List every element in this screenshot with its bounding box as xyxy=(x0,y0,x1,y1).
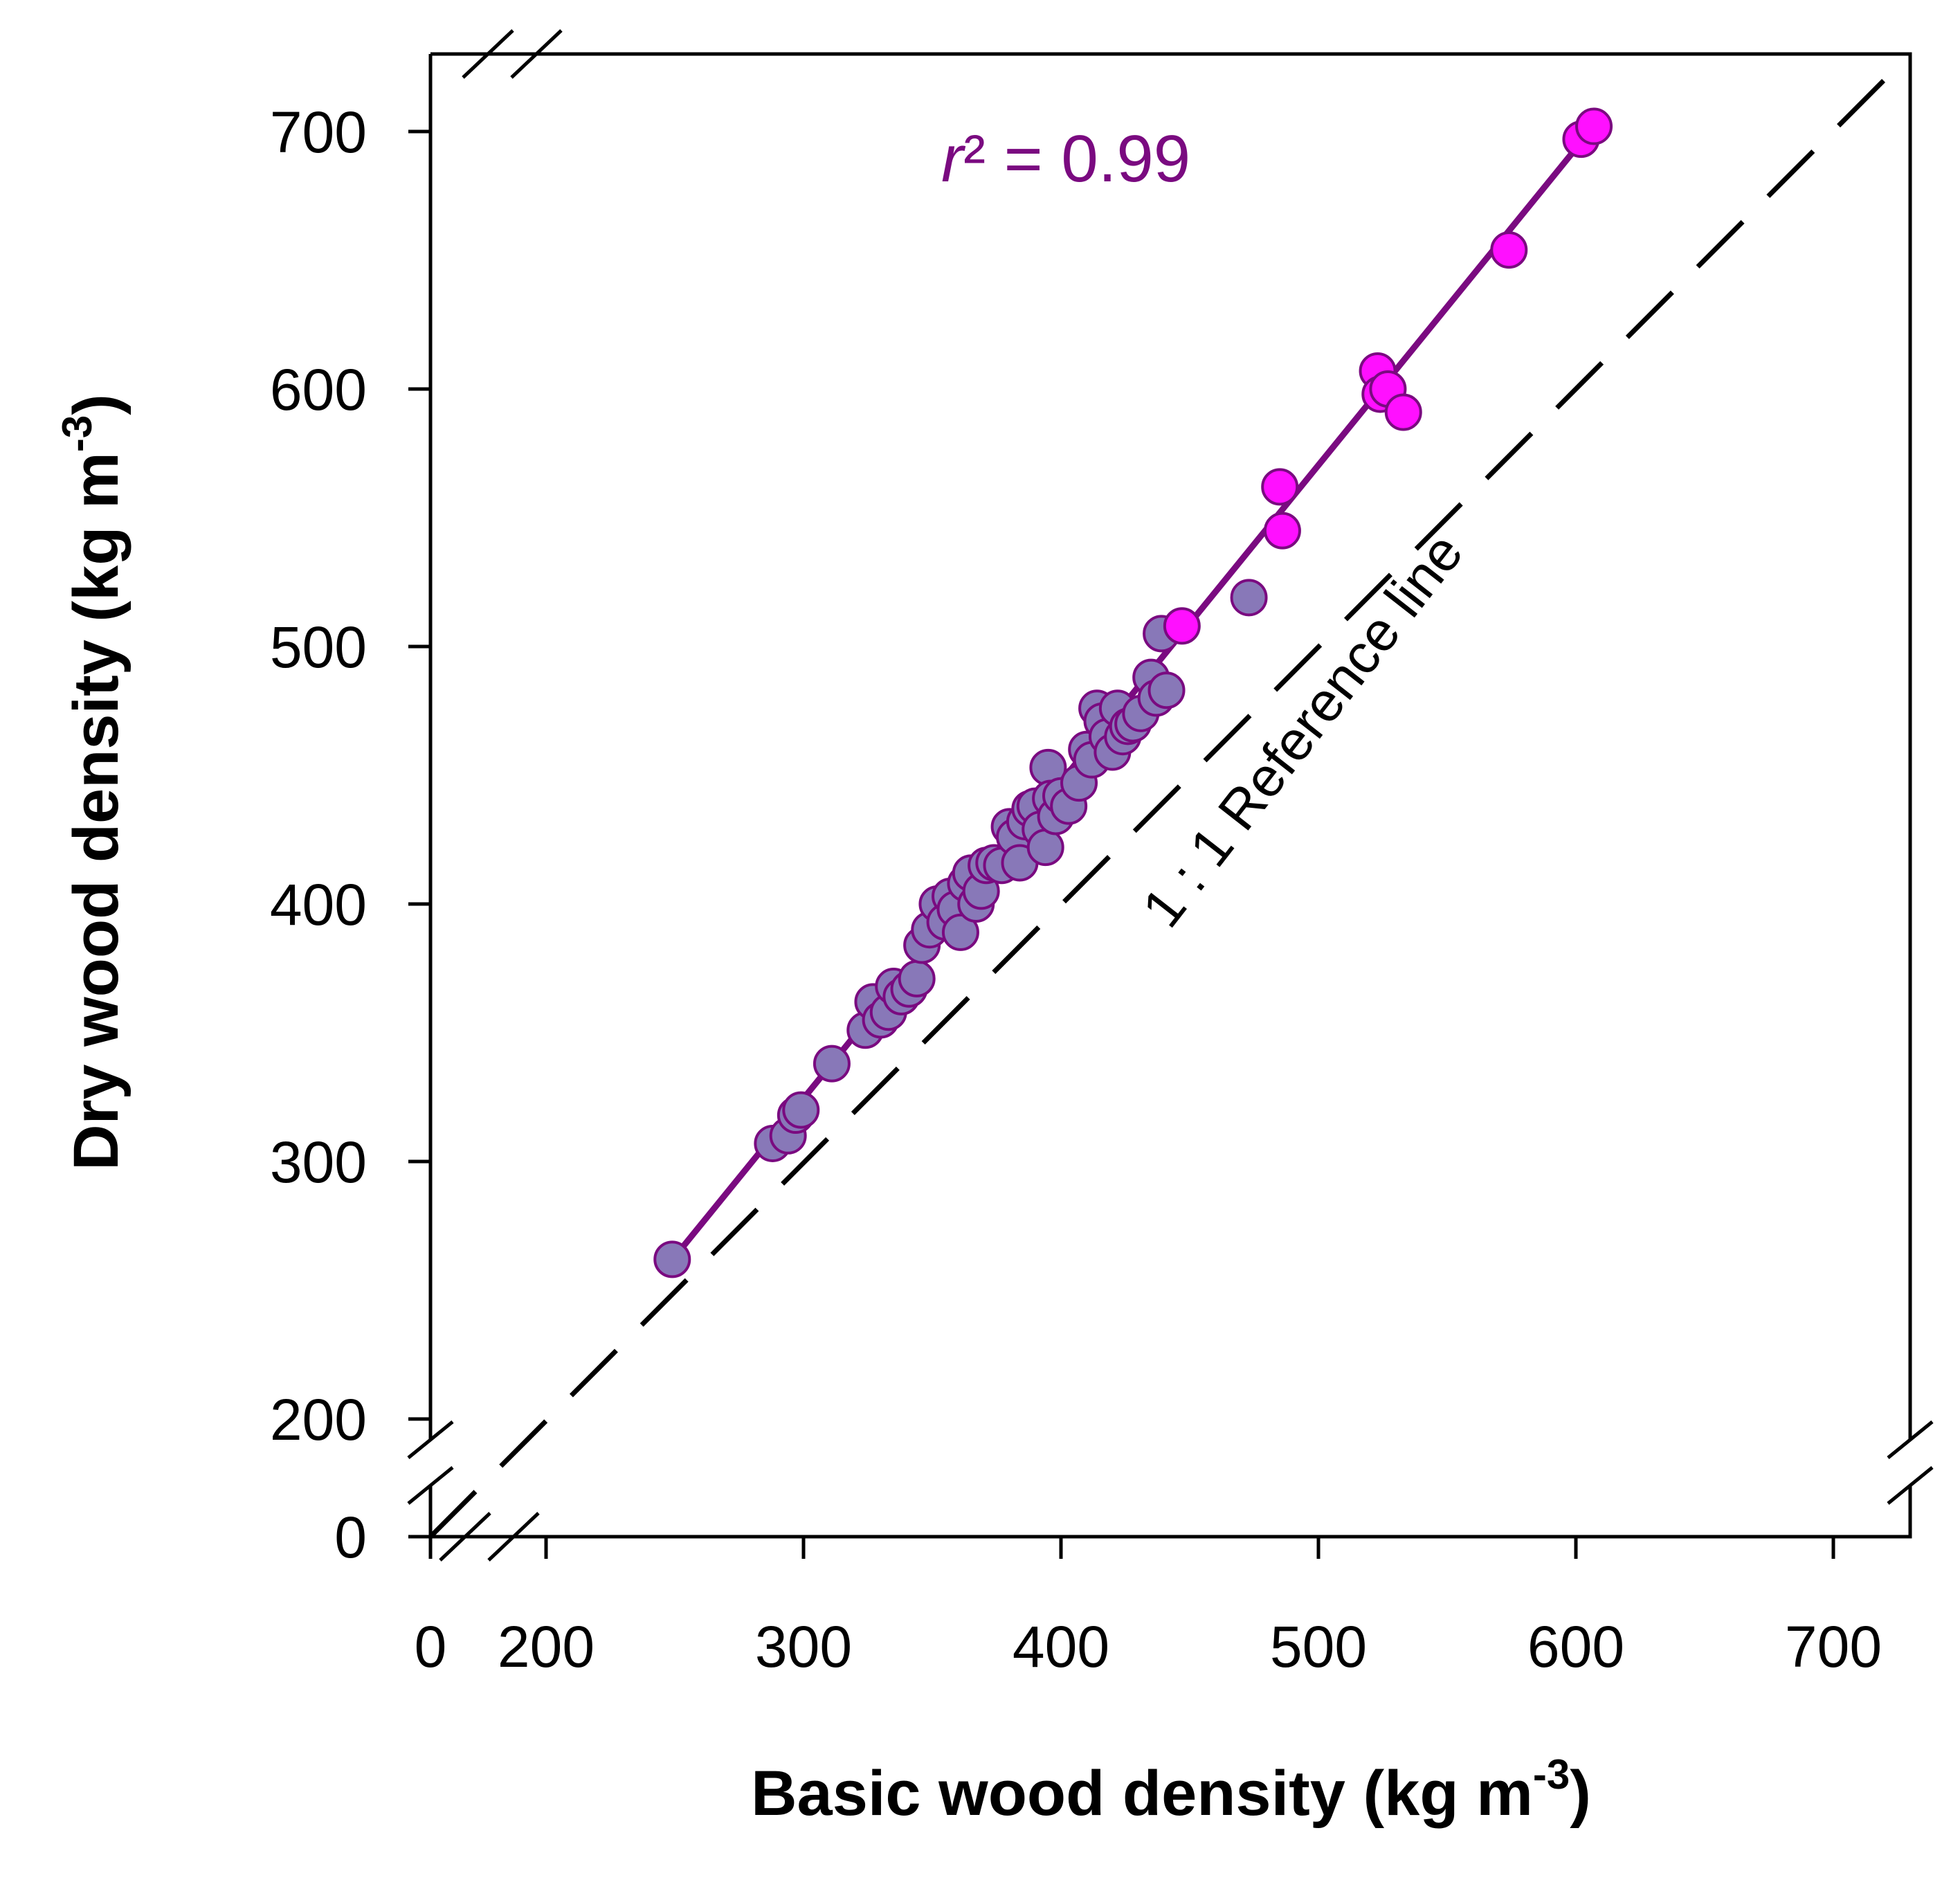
y-axis-break-mark-0 xyxy=(407,1420,454,1459)
x-tick-label-300: 300 xyxy=(755,1614,852,1679)
y-axis-title-close: ) xyxy=(61,394,131,415)
y-tick-label-0: 0 xyxy=(334,1505,367,1570)
y-axis-break-mark-3 xyxy=(1887,1466,1934,1505)
regression-fit-line xyxy=(671,123,1597,1260)
x-axis-break-mark-0 xyxy=(439,1512,491,1562)
data-point-s0-13 xyxy=(898,959,936,997)
x-tick-label-400: 400 xyxy=(1013,1614,1109,1679)
data-point-s0-35 xyxy=(1026,829,1064,867)
x-tick-label-0: 0 xyxy=(415,1614,447,1679)
y-tick-label-500: 500 xyxy=(270,615,367,680)
data-point-s0-57 xyxy=(1230,579,1268,617)
x-axis-title: Basic wood density (kg m-3) xyxy=(751,1751,1591,1829)
plot-border xyxy=(428,52,1912,1539)
x-axis-title-sup: -3 xyxy=(1533,1751,1570,1798)
data-point-s1-7 xyxy=(1490,231,1528,269)
data-point-s0-20 xyxy=(941,913,979,951)
data-point-s0-4 xyxy=(782,1091,820,1129)
x-axis-break-mark-1 xyxy=(487,1512,540,1562)
reference-line-label: 1 : 1 Reference line xyxy=(1130,522,1474,938)
one-to-one-reference-line xyxy=(428,59,1905,1539)
r-symbol: r xyxy=(941,122,966,196)
fit-line-group xyxy=(671,123,1597,1260)
plot-frame xyxy=(407,29,1934,1562)
y-tick-label-700: 700 xyxy=(270,100,367,165)
y-tick-label-300: 300 xyxy=(270,1130,367,1195)
r-squared-value: ² = 0.99 xyxy=(963,122,1190,196)
axes: 0 200 300 400 500 600 700 0 200 300 400 500 600 700 xyxy=(270,100,1882,1679)
reference-line-group xyxy=(428,59,1905,1539)
x-axis-break-mark-2 xyxy=(462,29,514,79)
x-axis-break-mark-3 xyxy=(510,29,563,79)
y-axis-break-mark-1 xyxy=(407,1466,454,1505)
data-point-s1-0 xyxy=(1163,607,1201,645)
data-point-s1-6 xyxy=(1384,393,1422,431)
y-tick-label-600: 600 xyxy=(270,357,367,422)
x-axis-title-close: ) xyxy=(1570,1758,1591,1829)
data-point-s1-2 xyxy=(1263,512,1301,550)
y-tick-label-400: 400 xyxy=(270,872,367,937)
y-axis-title-text: Dry wood density (kg m xyxy=(61,452,131,1171)
data-points xyxy=(653,107,1613,1278)
data-point-s1-1 xyxy=(1261,468,1299,506)
x-tick-label-200: 200 xyxy=(498,1614,595,1679)
r-squared-annotation: r² = 0.99 xyxy=(941,122,1190,196)
data-point-s0-5 xyxy=(813,1045,851,1083)
y-axis-title: Dry wood density (kg m-3) xyxy=(54,394,131,1171)
y-axis-title-sup: -3 xyxy=(54,415,100,452)
data-point-s1-9 xyxy=(1575,107,1613,145)
data-point-s0-0 xyxy=(653,1240,691,1278)
x-tick-label-500: 500 xyxy=(1270,1614,1367,1679)
y-tick-label-200: 200 xyxy=(270,1387,367,1452)
y-axis-break-mark-2 xyxy=(1887,1420,1934,1459)
data-point-s0-56 xyxy=(1147,671,1186,709)
x-axis-title-text: Basic wood density (kg m xyxy=(751,1758,1533,1829)
x-tick-label-600: 600 xyxy=(1527,1614,1624,1679)
x-tick-label-700: 700 xyxy=(1785,1614,1882,1679)
